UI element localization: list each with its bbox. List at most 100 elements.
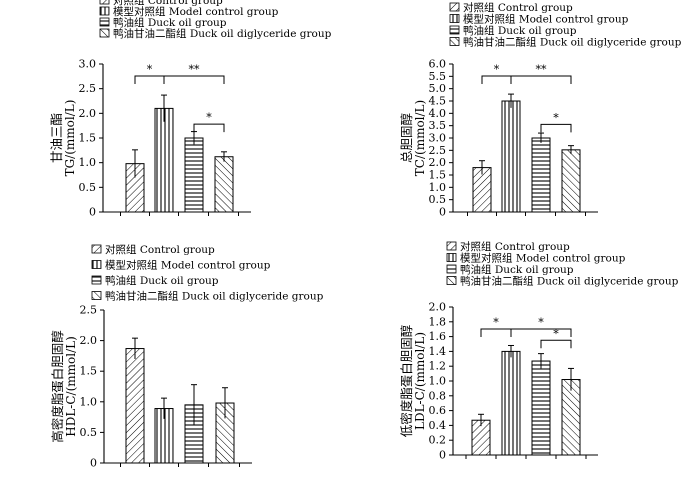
chart-panel-3: 对照组 Control group 模型对照组 Model control gro… [50, 243, 324, 470]
y-tick-label: 1.6 [429, 330, 447, 343]
y-tick-label: 5.5 [429, 70, 447, 83]
significance-label: ** [536, 63, 548, 76]
bar [214, 156, 234, 213]
significance-bracket [540, 123, 572, 133]
back-diagonal-hatch-icon [446, 276, 457, 285]
y-tick-label: 0.8 [429, 389, 447, 402]
y-tick-label: 0 [89, 206, 96, 219]
legend-item: 鸭油甘油二酯组 Duck oil diglyceride group [91, 290, 324, 303]
horizontal-hatch-icon [449, 25, 460, 35]
y-tick-label: 2.5 [429, 144, 447, 157]
y-axis-label-cn: 总胆固醇 [399, 113, 414, 163]
back-diagonal-hatch-icon [449, 37, 460, 46]
y-tick-label: 1.0 [429, 375, 447, 388]
diagonal-hatch-icon [91, 244, 102, 254]
bar [184, 137, 204, 213]
significance-bracket [510, 328, 572, 337]
legend-item: 鸭油组 Duck oil group [449, 24, 577, 37]
legend-item: 鸭油组 Duck oil group [446, 263, 574, 276]
y-tick-label: 1.2 [429, 360, 447, 373]
diagonal-hatch-icon [446, 241, 457, 251]
legend-label: 鸭油组 Duck oil group [105, 274, 219, 287]
y-tick-label: 4.0 [429, 107, 447, 120]
bar [501, 100, 521, 213]
y-tick-label: 1.4 [429, 345, 447, 358]
bar [501, 350, 521, 456]
y-axis-label-en: LDL-C/(mmol/L) [413, 332, 427, 430]
legend-item: 鸭油组 Duck oil group [91, 274, 219, 287]
y-axis-label-cn: 甘油三酯 [49, 113, 64, 163]
y-tick-label: 1.8 [429, 315, 447, 328]
y-tick-label: 2.0 [429, 301, 447, 314]
bar [561, 149, 581, 213]
legend-label: 模型对照组 Model control group [460, 252, 626, 265]
y-axis-label-cn: 低密度脂蛋白胆固醇 [399, 325, 414, 438]
y-tick-label: 0.2 [429, 434, 447, 447]
significance-label: * [147, 63, 153, 76]
y-tick-label: 2.5 [80, 304, 98, 317]
y-tick-label: 3.0 [429, 132, 447, 145]
y-axis-label-cn: 高密度脂蛋白胆固醇 [50, 330, 65, 443]
y-axis-label-en: HDL-C/(mmol/L) [64, 336, 78, 437]
back-diagonal-hatch-icon [99, 28, 110, 38]
horizontal-hatch-icon [446, 264, 457, 274]
y-tick-label: 3.0 [79, 58, 97, 71]
significance-bracket [481, 75, 512, 84]
legend-item: 对照组 Control group [91, 243, 215, 256]
significance-label: * [553, 111, 559, 124]
legend-label: 鸭油甘油二酯组 Duck oil diglyceride group [113, 27, 332, 40]
significance-label: * [493, 316, 499, 329]
legend-item: 模型对照组 Model control group [446, 252, 626, 265]
y-tick-label: 0 [439, 449, 446, 462]
y-tick-label: 0.5 [80, 426, 98, 439]
significance-label: * [494, 63, 500, 76]
significance-label: ** [189, 63, 201, 76]
vertical-hatch-icon [91, 260, 102, 269]
vertical-hatch-icon [99, 6, 110, 16]
legend-label: 鸭油甘油二酯组 Duck oil diglyceride group [105, 290, 324, 303]
y-tick-label: 0.5 [429, 193, 447, 206]
back-diagonal-hatch-icon [91, 291, 102, 300]
y-tick-label: 0.4 [429, 419, 447, 432]
diagonal-hatch-icon [99, 0, 110, 5]
y-tick-label: 1.5 [80, 365, 98, 378]
significance-bracket [540, 339, 572, 349]
legend-label: 对照组 Control group [113, 0, 223, 7]
legend-label: 鸭油组 Duck oil group [463, 24, 577, 37]
bar [561, 379, 581, 456]
significance-label: * [206, 111, 212, 124]
y-tick-label: 2.5 [79, 82, 97, 95]
y-tick-label: 1.0 [79, 156, 97, 169]
legend-item: 鸭油甘油二酯组 Duck oil diglyceride group [446, 275, 679, 288]
significance-label: * [553, 327, 559, 340]
y-tick-label: 0.6 [429, 404, 447, 417]
legend-item: 模型对照组 Model control group [449, 13, 629, 26]
bar [531, 360, 551, 456]
legend-item: 模型对照组 Model control group [99, 5, 279, 18]
y-axis-label-en: TC/(mmol/L) [413, 100, 427, 176]
legend-label: 鸭油甘油二酯组 Duck oil diglyceride group [463, 36, 682, 49]
y-tick-label: 2.0 [80, 334, 98, 347]
legend-label: 模型对照组 Model control group [113, 5, 279, 18]
bar [531, 137, 551, 213]
y-tick-label: 2.0 [429, 156, 447, 169]
legend-label: 对照组 Control group [460, 240, 570, 253]
significance-bracket [134, 75, 165, 84]
legend-item: 模型对照组 Model control group [91, 259, 271, 272]
y-tick-label: 4.5 [429, 95, 447, 108]
y-axis-label-en: TG/(mmol/L) [63, 100, 77, 177]
legend-item: 对照组 Control group [446, 240, 570, 253]
legend-label: 模型对照组 Model control group [105, 259, 271, 272]
legend: 对照组 Control group 模型对照组 Model control gro… [91, 243, 324, 303]
y-tick-label: 0 [439, 206, 446, 219]
legend-label: 模型对照组 Model control group [463, 13, 629, 26]
significance-bracket [510, 75, 572, 84]
significance-bracket [480, 328, 512, 337]
y-tick-label: 1.5 [79, 132, 97, 145]
